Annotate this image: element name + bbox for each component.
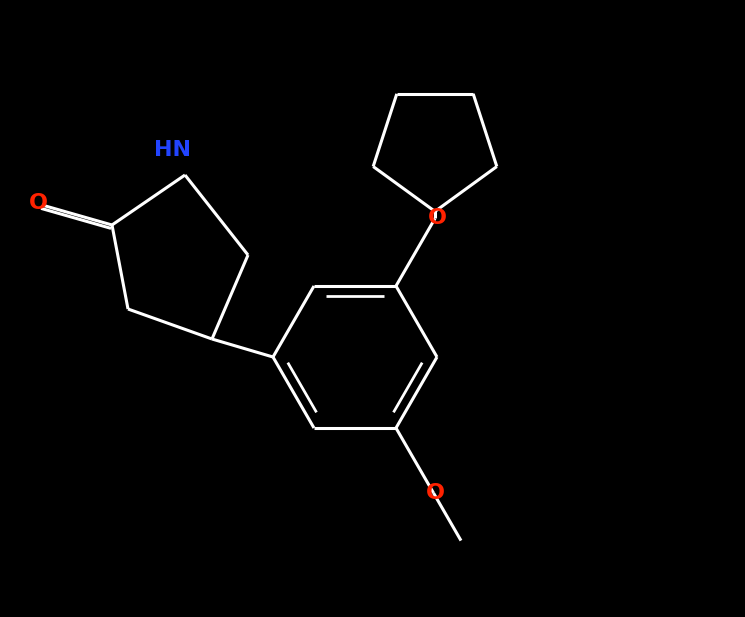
Text: HN: HN [154,140,191,160]
Text: O: O [426,483,445,503]
Text: O: O [28,193,48,213]
Text: O: O [428,209,446,228]
